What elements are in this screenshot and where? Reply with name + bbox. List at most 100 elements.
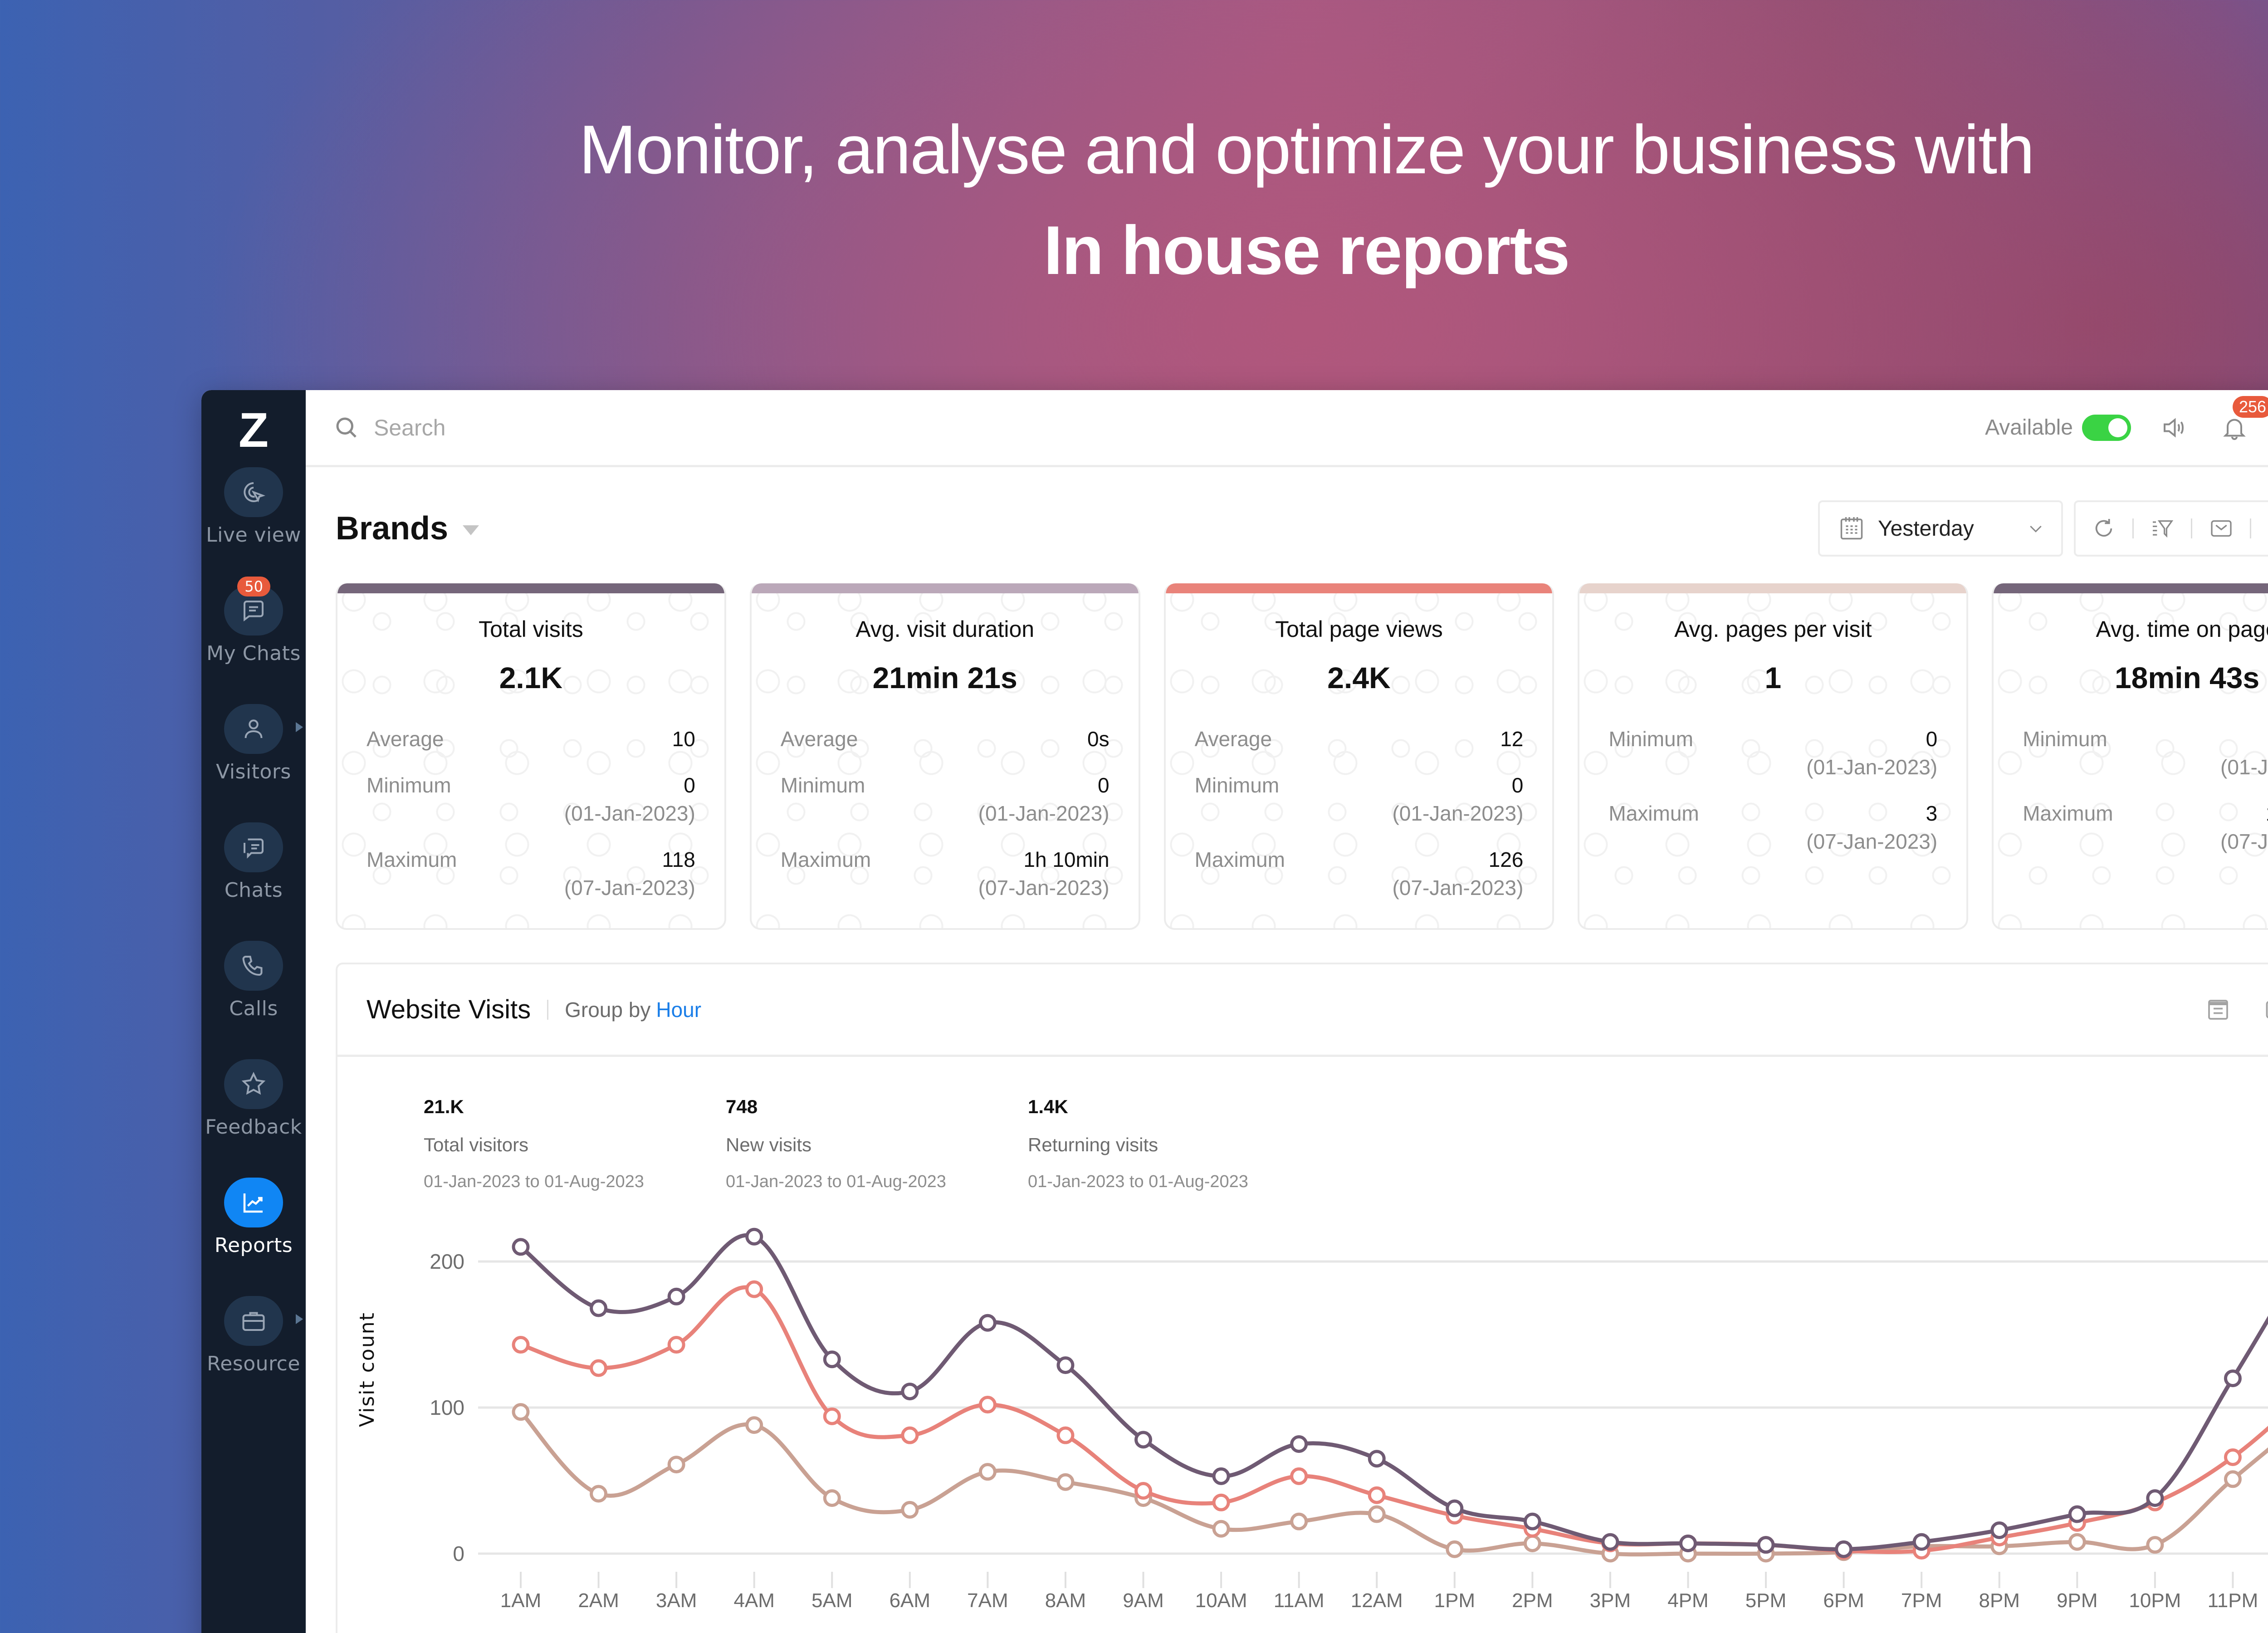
x-tick-label: 5PM	[1745, 1589, 1786, 1612]
sound-button[interactable]	[2158, 412, 2189, 443]
data-point[interactable]	[823, 1489, 841, 1507]
data-point[interactable]	[2224, 1448, 2242, 1466]
stat-label: Maximum	[2023, 802, 2113, 825]
data-point[interactable]	[2146, 1489, 2164, 1507]
data-point[interactable]	[1212, 1493, 1230, 1511]
data-point[interactable]	[978, 1463, 997, 1481]
stat-date: (01-Jan-2023)	[564, 802, 695, 825]
app-logo[interactable]: Z	[239, 402, 269, 457]
kpi-card[interactable]: Avg. pages per visit 1 Minimum 0 (01-Jan-…	[1578, 583, 1969, 930]
data-point[interactable]	[745, 1416, 763, 1434]
data-point[interactable]	[2224, 1369, 2242, 1388]
legend-item-new-visits[interactable]: 748 New visits 01-Jan-2023 to 01-Aug-202…	[726, 1096, 1028, 1192]
data-point[interactable]	[1290, 1467, 1308, 1485]
sidebar-item-calls[interactable]: Calls	[201, 941, 306, 1059]
sidebar-item-my-chats[interactable]: 50 My Chats	[201, 577, 306, 704]
email-icon[interactable]	[2209, 516, 2234, 541]
x-tick-label: 9PM	[2057, 1589, 2097, 1612]
data-point[interactable]	[1212, 1520, 1230, 1538]
availability-toggle[interactable]	[2082, 414, 2131, 441]
brand-dropdown-caret-icon[interactable]	[463, 525, 479, 535]
card-accent-bar	[1994, 583, 2268, 593]
sidebar-item-reports[interactable]: Reports	[201, 1178, 306, 1296]
data-point[interactable]	[590, 1359, 608, 1377]
sidebar-item-live-view[interactable]: Live view	[201, 467, 306, 586]
data-point[interactable]	[823, 1350, 841, 1369]
data-point[interactable]	[2068, 1533, 2086, 1551]
data-point[interactable]	[901, 1501, 919, 1519]
data-point[interactable]	[2224, 1470, 2242, 1488]
data-point[interactable]	[2146, 1536, 2164, 1554]
data-point[interactable]	[1912, 1533, 1931, 1551]
kpi-card[interactable]: Total page views 2.4K Average 12 Minimum…	[1163, 583, 1554, 930]
data-point[interactable]	[2068, 1505, 2086, 1523]
search-input[interactable]: Search	[374, 415, 446, 440]
kpi-card[interactable]: Total visits 2.1K Average 10 Minimum 0 (0…	[336, 583, 726, 930]
data-point[interactable]	[1056, 1426, 1075, 1444]
data-point[interactable]	[1446, 1499, 1464, 1517]
data-point[interactable]	[1212, 1467, 1230, 1485]
data-point[interactable]	[901, 1383, 919, 1401]
stat-row: Average 12	[1166, 727, 1553, 751]
search-field[interactable]: Search	[333, 414, 1985, 441]
stat-date: (01-Jan-2023)	[978, 802, 1110, 825]
data-point[interactable]	[667, 1456, 685, 1474]
data-point[interactable]	[1368, 1450, 1386, 1468]
group-by-select[interactable]: Hour	[656, 997, 702, 1022]
date-range-select[interactable]: Yesterday	[1818, 500, 2063, 557]
data-point[interactable]	[1990, 1521, 2009, 1539]
data-point[interactable]	[1523, 1512, 1541, 1530]
sidebar-item-resource[interactable]: Resource	[201, 1296, 306, 1414]
x-tick-label: 9AM	[1123, 1589, 1163, 1612]
line-chart[interactable]: 0 100 200 1AM 2AM 3AM 4AM 5AM 6AM 7AM 8AM 9AM 10AM 11…	[337, 964, 2268, 1633]
data-point[interactable]	[823, 1407, 841, 1425]
data-point[interactable]	[745, 1280, 763, 1298]
series-line[interactable]	[519, 1233, 2268, 1551]
data-point[interactable]	[1368, 1505, 1386, 1523]
filter-icon[interactable]	[2150, 516, 2175, 541]
legend-item-total-visitors[interactable]: 21.K Total visitors 01-Jan-2023 to 01-Au…	[424, 1096, 726, 1192]
stat-value: 1h 10min	[2266, 801, 2268, 826]
kpi-card[interactable]: Avg. visit duration 21min 21s Average 0s…	[749, 583, 1140, 930]
data-point[interactable]	[1679, 1534, 1697, 1552]
data-point[interactable]	[667, 1287, 685, 1305]
legend-item-returning-visits[interactable]: 1.4K Returning visits 01-Jan-2023 to 01-…	[1028, 1096, 1330, 1192]
data-point[interactable]	[590, 1299, 608, 1317]
notifications-button[interactable]: 256	[2219, 396, 2268, 443]
data-point[interactable]	[1290, 1512, 1308, 1530]
data-point[interactable]	[1290, 1435, 1308, 1453]
chart-legend: 21.K Total visitors 01-Jan-2023 to 01-Au…	[424, 1096, 1330, 1192]
submenu-arrow-icon[interactable]	[296, 722, 303, 732]
data-point[interactable]	[1446, 1540, 1464, 1558]
data-point[interactable]	[1835, 1540, 1853, 1558]
data-point[interactable]	[512, 1336, 530, 1354]
submenu-arrow-icon[interactable]	[296, 1314, 303, 1324]
y-tick-label: 200	[430, 1250, 464, 1273]
data-point[interactable]	[978, 1396, 997, 1414]
divider	[2132, 518, 2134, 538]
sidebar-item-visitors[interactable]: Visitors	[201, 704, 306, 822]
series-line[interactable]	[519, 1410, 2268, 1557]
sidebar-item-chats[interactable]: Chats	[201, 822, 306, 941]
sidebar-item-feedback[interactable]: Feedback	[201, 1059, 306, 1178]
data-point[interactable]	[512, 1403, 530, 1421]
data-point[interactable]	[1757, 1536, 1775, 1554]
table-view-icon[interactable]	[2204, 996, 2232, 1023]
data-point[interactable]	[1056, 1473, 1075, 1491]
data-point[interactable]	[590, 1485, 608, 1503]
data-point[interactable]	[901, 1426, 919, 1444]
email-icon[interactable]	[2263, 996, 2268, 1023]
data-point[interactable]	[1601, 1533, 1619, 1551]
data-point[interactable]	[512, 1238, 530, 1256]
data-point[interactable]	[1523, 1534, 1541, 1552]
kpi-card[interactable]: Avg. time on page 18min 43s Minimum 0s (0…	[1992, 583, 2268, 930]
data-point[interactable]	[1056, 1356, 1075, 1374]
data-point[interactable]	[1368, 1486, 1386, 1504]
data-point[interactable]	[1134, 1482, 1153, 1500]
data-point[interactable]	[667, 1336, 685, 1354]
series-line[interactable]	[520, 1285, 2268, 1554]
data-point[interactable]	[1134, 1431, 1153, 1449]
refresh-icon[interactable]	[2091, 516, 2116, 541]
data-point[interactable]	[978, 1314, 997, 1332]
data-point[interactable]	[745, 1227, 763, 1246]
